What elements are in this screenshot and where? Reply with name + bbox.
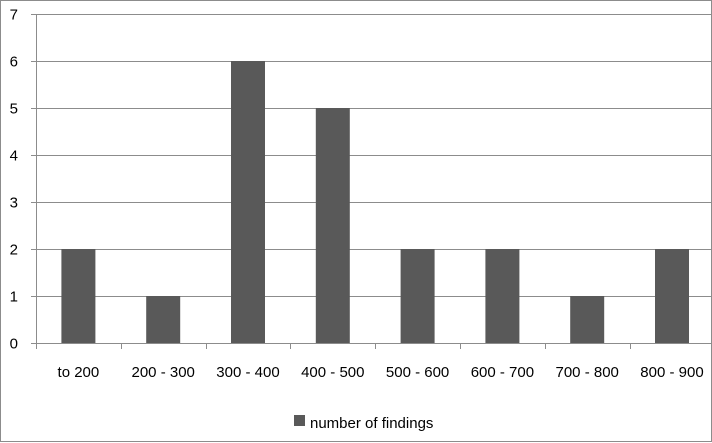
y-tick-label: 4 xyxy=(10,148,18,165)
bar-1 xyxy=(146,296,181,343)
legend-label: number of findings xyxy=(310,415,433,432)
gridlines xyxy=(36,14,712,297)
x-tick-label: to 200 xyxy=(58,364,100,381)
y-tick-labels: 0 1 2 3 4 5 6 7 xyxy=(10,7,18,353)
legend: number of findings xyxy=(294,415,433,432)
x-tick-label: 500 - 600 xyxy=(386,364,449,381)
axes xyxy=(31,14,712,349)
bar-0 xyxy=(61,249,96,343)
x-tick-label: 400 - 500 xyxy=(301,364,364,381)
y-tick-label: 5 xyxy=(10,101,18,118)
x-tick-labels: to 200 200 - 300 300 - 400 400 - 500 500 - 6… xyxy=(58,364,704,381)
y-tick-label: 2 xyxy=(10,242,18,259)
x-tick-label: 700 - 800 xyxy=(556,364,619,381)
legend-swatch xyxy=(294,415,305,426)
y-tick-label: 0 xyxy=(10,336,18,353)
x-tick-label: 800 - 900 xyxy=(640,364,703,381)
y-tick-label: 6 xyxy=(10,54,18,71)
bar-6 xyxy=(570,296,605,343)
y-tick-label: 1 xyxy=(10,289,18,306)
bar-4 xyxy=(400,249,435,343)
y-tick-label: 7 xyxy=(10,7,18,24)
x-tick-label: 600 - 700 xyxy=(471,364,534,381)
bar-2 xyxy=(231,61,265,343)
y-tick-label: 3 xyxy=(10,195,18,212)
bar-5 xyxy=(485,249,520,343)
x-tick-label: 300 - 400 xyxy=(216,364,279,381)
bar-7 xyxy=(655,249,689,343)
bar-3 xyxy=(315,108,350,343)
x-tick-label: 200 - 300 xyxy=(132,364,195,381)
bars xyxy=(61,61,689,343)
